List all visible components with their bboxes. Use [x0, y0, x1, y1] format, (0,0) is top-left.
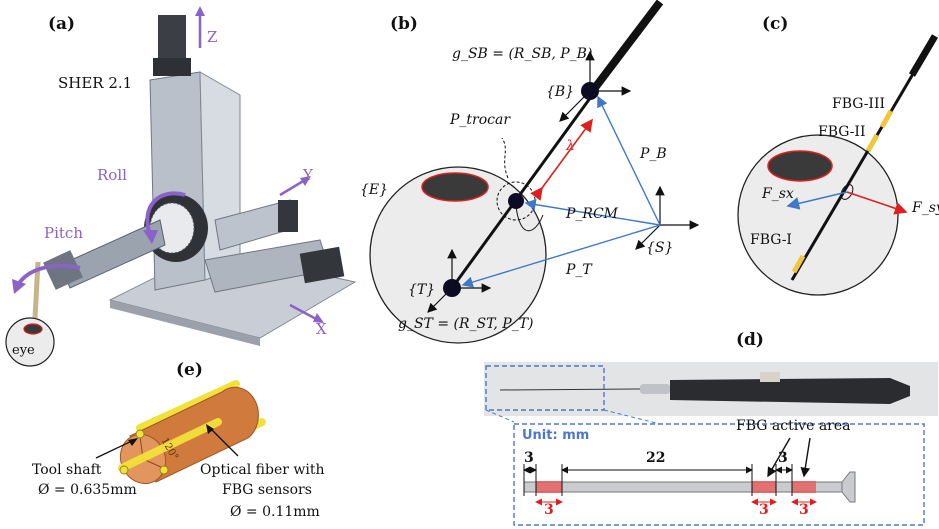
fiber-top [136, 380, 240, 432]
fbg-area-1 [536, 481, 562, 493]
g-st-label: g_ST = (R_ST, P_T) [398, 316, 534, 332]
tool-diameter-label: Ø = 0.635mm [38, 482, 137, 498]
dim-3b-label: 3 [778, 450, 788, 466]
tool-photo-and-schematic [484, 362, 938, 526]
panel-e: (e) 120° Tool shaft Ø = 0.635mm Optical … [0, 356, 360, 529]
unit-label: Unit: mm [522, 428, 590, 443]
fsx-label: F_sx [762, 186, 794, 202]
tool-shaft-label: Tool shaft [32, 462, 102, 478]
tool-handle [670, 378, 910, 404]
panel-a: (a) SHER 2.1 [0, 0, 370, 380]
trocar-pointer [501, 137, 509, 179]
roll-arrow [145, 191, 186, 236]
frame-t-label: {T} [408, 282, 436, 298]
g-sb-label: g_SB = (R_SB, P_B) [452, 46, 593, 62]
dim-22-label: 22 [646, 450, 666, 466]
active-area-pointer-1 [767, 437, 791, 478]
lambda-arrow [530, 118, 593, 201]
pitch-label: Pitch [44, 224, 83, 242]
tool-shaft-pointer [95, 439, 135, 459]
roll-label: Roll [97, 166, 127, 184]
vector-p-b [597, 95, 661, 226]
fiber-left [118, 418, 222, 472]
frame-b-label: {B} [546, 84, 575, 100]
p-trocar-label: P_trocar [450, 112, 511, 128]
fiber-label-line2: FBG sensors [222, 482, 312, 498]
cross-section-illustration [95, 380, 266, 484]
panel-e-label: (e) [176, 360, 203, 380]
y-axis-label: Y [303, 166, 313, 184]
fbg3-label: FBG-III [832, 96, 886, 112]
robot-name: SHER 2.1 [58, 74, 133, 92]
panel-b-label: (b) [390, 14, 418, 34]
fiber-pointer [209, 427, 239, 457]
rcm-point [508, 193, 524, 209]
vector-p-rcm [524, 199, 661, 226]
panel-b: (b) [330, 0, 730, 350]
force-fsx-arrow [786, 191, 848, 210]
force-fsy-arrow [846, 191, 908, 215]
p-rcm-label: P_RCM [566, 206, 619, 222]
active-area-label: FBG active area [736, 418, 851, 434]
robot-illustration [5, 6, 357, 367]
kinematics-diagram [369, 0, 700, 344]
x-axis-label: X [316, 320, 327, 338]
eye-label: eye [12, 343, 35, 358]
lambda-label: λ [566, 138, 575, 154]
photo-zoom-box [485, 365, 605, 411]
panel-d: (d) [480, 330, 939, 529]
pitch-arrow [16, 263, 81, 287]
dim-3a-label: 3 [524, 450, 534, 466]
eye-globe [369, 166, 547, 344]
dim-red1-label: 3 [544, 502, 554, 518]
pupil-spot [421, 172, 489, 202]
force-diagram [737, 34, 939, 296]
frame-s-label: {S} [646, 240, 674, 256]
y-axis-arrow [279, 178, 306, 197]
p-b-label: P_B [640, 146, 667, 162]
sensorized-tool [790, 61, 922, 281]
panel-c: (c) FBG-III FBG-II F_sx F_sy FBG-I [720, 0, 939, 300]
schematic-box [513, 423, 925, 526]
pupil-spot-c [767, 150, 833, 182]
p-t-label: P_T [566, 262, 592, 278]
frame-e-label: {E} [360, 182, 389, 198]
dim-red3-label: 3 [799, 502, 809, 518]
rcm-pointer [515, 205, 544, 232]
fiber-diameter-label: Ø = 0.11mm [230, 504, 320, 520]
x-axis-arrow [289, 303, 319, 322]
panel-a-label: (a) [48, 14, 76, 34]
fbg1-label: FBG-I [750, 232, 792, 248]
fbg-sensor-3 [879, 109, 894, 129]
trocar-ring [840, 184, 854, 200]
active-area-pointer-2 [800, 437, 811, 478]
fbg-area-2 [752, 481, 776, 493]
panel-c-label: (c) [762, 14, 789, 34]
z-axis-label: Z [207, 28, 218, 46]
fiber-label-line1: Optical fiber with [200, 462, 325, 478]
dim-red2-label: 3 [759, 502, 769, 518]
fbg-sensor-2 [865, 133, 880, 153]
fbg-area-3 [792, 481, 816, 493]
fbg-sensor-1 [791, 254, 806, 274]
fsy-label: F_sy [912, 200, 939, 216]
vector-p-t [461, 224, 661, 288]
panel-d-label: (d) [736, 330, 764, 350]
fbg2-label: FBG-II [818, 124, 866, 140]
